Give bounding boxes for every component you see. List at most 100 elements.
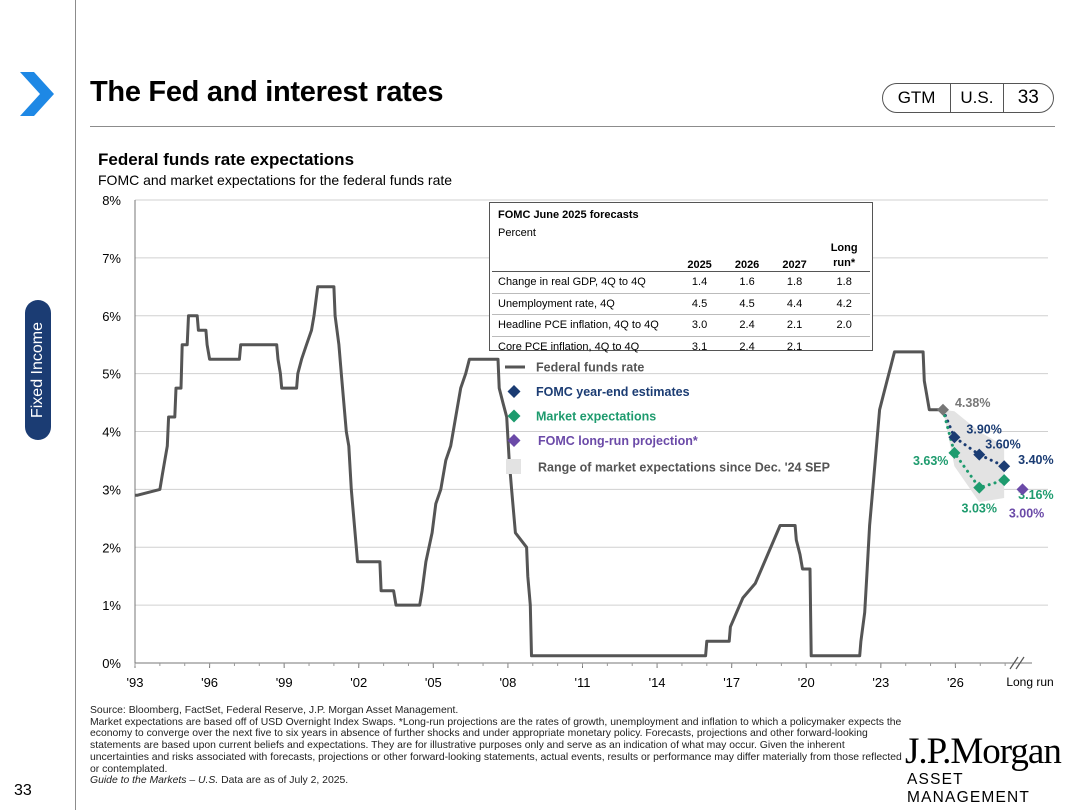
table-cell: 1.4 [675,271,724,294]
y-tick-label: 6% [102,309,121,324]
legend-diamond-swatch [507,385,521,398]
table-header: 2025 [675,239,724,272]
market-path [941,408,1006,490]
current-rate-marker [936,403,949,416]
section-tab[interactable]: Fixed Income [25,300,51,440]
row-label: Unemployment rate, 4Q [492,293,676,315]
legend-label: FOMC long-run projection* [538,434,698,448]
fomc-point [998,460,1011,473]
table-cell: 4.5 [675,293,724,315]
table-header: 2026 [723,239,771,272]
y-tick-label: 5% [102,367,121,382]
region-label: U.S. [951,84,1004,112]
x-tick-label: '14 [649,675,666,690]
y-tick-label: 1% [102,598,121,613]
legend-label: Market expectations [536,410,656,424]
table-header-empty [492,239,676,272]
fomc-label: 3.90% [966,422,1001,436]
gtm-label: GTM [883,84,952,112]
x-tick-label: '96 [201,675,218,690]
fomc-point [948,431,961,444]
guide-line: Guide to the Markets – U.S. Data are as … [90,775,902,787]
market-point [973,481,986,494]
table-cell: 2.4 [723,314,771,337]
x-tick-label: '26 [947,675,964,690]
legend-label: Federal funds rate [536,361,644,375]
x-tick-label: '17 [723,675,740,690]
market-range-band [942,409,1005,503]
gtm-badge: GTM U.S. 33 [882,83,1054,113]
long-run-label: 3.00% [1009,506,1044,520]
x-tick-label: '08 [499,675,516,690]
fomc-path [941,408,1006,468]
axis-break-mark [1009,656,1019,670]
market-point [998,474,1011,487]
market-label: 3.03% [962,502,997,516]
x-tick-label: '99 [276,675,293,690]
table-header-long-run: Long run* [818,239,870,272]
table-cell [818,336,870,357]
guide-title: Guide to the Markets – U.S. [90,775,219,787]
source-line: Source: Bloomberg, FactSet, Federal Rese… [90,705,459,716]
fomc-point [973,448,986,461]
jpmorgan-logo: J.P.Morgan [905,731,1062,772]
table-cell: 2.1 [786,340,803,353]
table-cell: 3.0 [675,314,724,337]
chevron-right-icon [20,72,54,116]
fomc-label: 3.40% [1018,453,1053,467]
table-row: Headline PCE inflation, 4Q to 4Q 3.0 2.4… [492,314,870,337]
forecast-table: FOMC June 2025 forecasts Percent 2025 20… [489,202,873,353]
long-run-header-label: Long run* [830,242,858,269]
table-cell: 1.6 [723,271,771,294]
forecast-table-title: FOMC June 2025 forecasts [498,209,639,221]
long-run-axis-label: Long run [1006,675,1053,689]
current-rate-label: 4.38% [955,396,990,410]
row-label: Headline PCE inflation, 4Q to 4Q [492,314,676,337]
title-divider [90,126,1055,127]
page-title: The Fed and interest rates [90,76,444,108]
x-tick-label: '23 [872,675,889,690]
table-cell: 2.0 [818,314,870,337]
page-number-badge: 33 [1017,87,1039,108]
x-tick-label: '11 [575,675,591,690]
row-label: Change in real GDP, 4Q to 4Q [492,271,676,294]
market-point [948,446,961,459]
y-tick-label: 8% [102,193,121,208]
methodology-note: Market expectations are based off of USD… [90,716,902,775]
y-tick-label: 7% [102,251,121,266]
table-cell: 2.4 [739,340,755,353]
long-run-point [1016,483,1029,496]
y-tick-label: 0% [102,656,121,671]
page-number: 33 [14,782,32,799]
table-cell: 4.2 [818,293,870,315]
logo-subtitle: ASSET MANAGEMENT [907,771,1031,806]
table-cell: 4.5 [723,293,771,315]
chart-title: Federal funds rate expectations [98,150,355,169]
table-header: 2027 [770,239,819,272]
forecast-table-subtitle: Percent [498,227,536,239]
table-row: Core PCE inflation, 4Q to 4Q 3.1 2.4 2.1 [492,336,870,357]
row-label: Core PCE inflation, 4Q to 4Q [498,340,640,353]
source-notes: Source: Bloomberg, FactSet, Federal Rese… [90,705,902,787]
fomc-label: 3.60% [985,438,1020,452]
legend-diamond-swatch [507,434,521,447]
chart-subtitle: FOMC and market expectations for the fed… [98,172,453,188]
axis-break-mark [1015,656,1025,670]
left-divider [75,0,76,810]
fed-funds-chart: 0% 1% 2% 3% 4% 5% 6% 7% 8% '93 '96 '99 '02 '05 '08 '11 '… [102,193,1053,690]
legend-diamond-swatch [507,409,521,423]
legend-label: FOMC year-end estimates [536,385,690,399]
table-cell: 4.4 [770,293,819,315]
fed-funds-line [135,285,943,658]
x-tick-label: '93 [127,675,144,690]
legend-label: Range of market expectations since Dec. … [538,461,830,475]
y-tick-label: 3% [102,482,121,497]
legend-square-swatch [506,459,521,474]
table-row: Unemployment rate, 4Q 4.5 4.5 4.4 4.2 [492,293,870,315]
market-label: 3.63% [913,454,948,468]
x-tick-label: '02 [350,675,367,690]
table-cell: 1.8 [770,271,819,294]
x-tick-label: '05 [425,675,442,690]
table-cell: 1.8 [818,271,870,294]
table-row: Change in real GDP, 4Q to 4Q 1.4 1.6 1.8… [492,271,870,294]
